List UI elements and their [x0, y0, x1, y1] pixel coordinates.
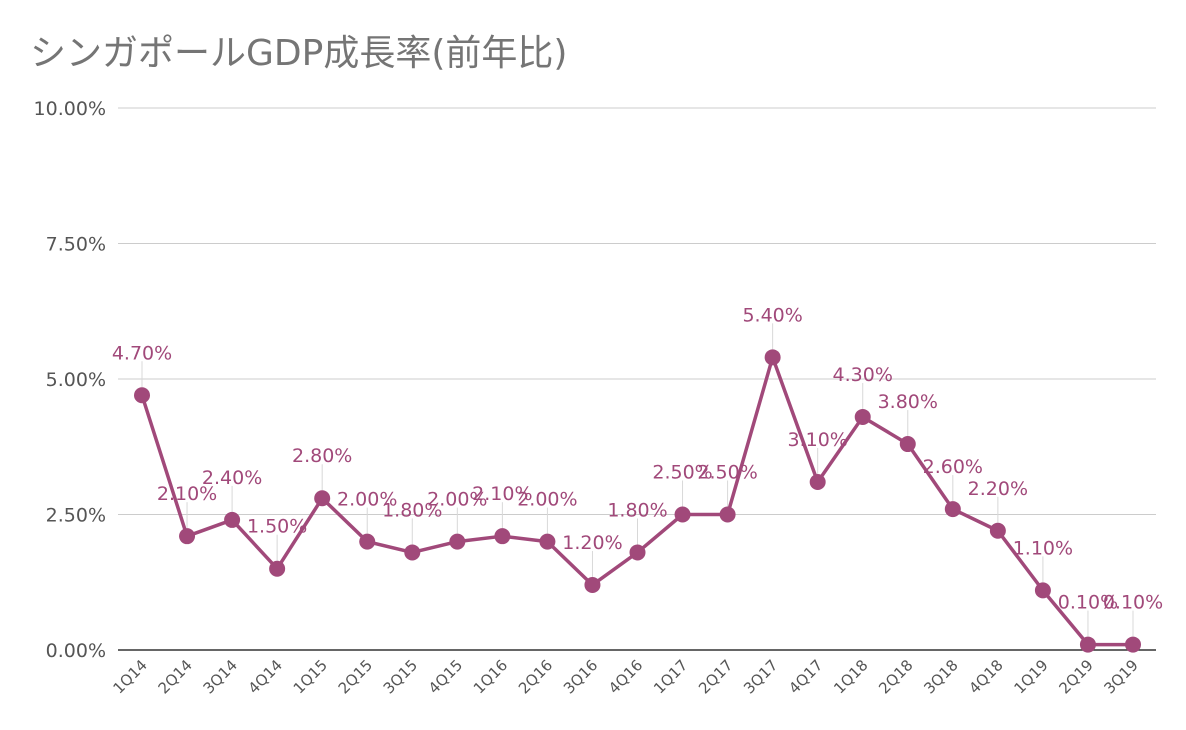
- x-tick-label: 2Q14: [155, 656, 196, 697]
- x-tick-label: 4Q14: [245, 656, 286, 697]
- data-label: 5.40%: [742, 304, 802, 326]
- data-point: [944, 501, 961, 518]
- data-point: [1034, 582, 1051, 599]
- data-point: [1125, 636, 1141, 653]
- data-label: 3.10%: [788, 429, 848, 451]
- x-tick-label: 3Q15: [380, 656, 421, 697]
- data-label: 4.30%: [833, 364, 893, 386]
- x-tick-label: 1Q16: [470, 656, 511, 697]
- x-tick-label: 1Q18: [830, 656, 871, 697]
- x-tick-label: 1Q19: [1010, 656, 1051, 697]
- data-point: [674, 506, 691, 523]
- data-label: 2.60%: [923, 456, 983, 478]
- data-point: [719, 506, 736, 523]
- data-point: [764, 349, 781, 366]
- data-point: [494, 528, 511, 545]
- data-label: 2.50%: [697, 462, 757, 484]
- data-point: [584, 576, 601, 593]
- data-label: 2.10%: [472, 483, 532, 505]
- y-tick-label: 0.00%: [46, 640, 106, 662]
- data-point: [539, 533, 556, 550]
- data-label: 1.80%: [607, 499, 667, 521]
- data-label: 4.70%: [112, 342, 172, 364]
- x-tick-label: 3Q17: [740, 656, 781, 697]
- data-label: 1.50%: [247, 516, 307, 538]
- x-tick-label: 4Q15: [425, 656, 466, 697]
- data-point: [224, 511, 241, 528]
- data-point: [449, 533, 466, 550]
- data-label: 2.00%: [427, 489, 487, 511]
- data-point: [854, 408, 871, 425]
- x-tick-label: 3Q18: [920, 656, 961, 697]
- data-label: 1.20%: [562, 532, 622, 554]
- data-label: 2.00%: [337, 489, 397, 511]
- data-point: [179, 528, 196, 545]
- x-tick-label: 2Q15: [335, 656, 376, 697]
- x-tick-label: 3Q14: [200, 656, 241, 697]
- data-point: [314, 490, 331, 507]
- x-tick-label: 4Q18: [965, 656, 1006, 697]
- data-label: 2.20%: [968, 478, 1028, 500]
- x-tick-label: 2Q19: [1055, 656, 1096, 697]
- data-label: 2.10%: [157, 483, 217, 505]
- data-label: 2.80%: [292, 445, 352, 467]
- data-point: [899, 436, 916, 453]
- data-point: [809, 473, 826, 490]
- y-tick-label: 7.50%: [46, 234, 106, 256]
- data-label: 2.50%: [652, 462, 712, 484]
- data-label: 0.10%: [1103, 592, 1163, 614]
- data-label: 1.10%: [1013, 537, 1073, 559]
- x-tick-label: 1Q17: [650, 656, 691, 697]
- y-tick-label: 2.50%: [46, 505, 106, 527]
- y-tick-label: 10.00%: [34, 98, 106, 120]
- data-point: [989, 522, 1006, 539]
- data-point: [629, 544, 646, 561]
- data-point: [1079, 636, 1096, 653]
- x-tick-label: 4Q16: [605, 656, 646, 697]
- x-tick-label: 1Q14: [110, 656, 151, 697]
- x-tick-label: 1Q15: [290, 656, 331, 697]
- data-label: 3.80%: [878, 391, 938, 413]
- data-point: [269, 560, 286, 577]
- data-label: 2.00%: [517, 489, 577, 511]
- data-label: 2.40%: [202, 467, 262, 489]
- x-tick-label: 2Q17: [695, 656, 736, 697]
- y-tick-label: 5.00%: [46, 369, 106, 391]
- x-tick-label: 4Q17: [785, 656, 826, 697]
- chart-title: シンガポールGDP成長率(前年比): [30, 33, 568, 74]
- data-label: 0.10%: [1058, 592, 1118, 614]
- x-tick-label: 3Q19: [1101, 656, 1142, 697]
- x-tick-label: 2Q18: [875, 656, 916, 697]
- data-label: 1.80%: [382, 499, 442, 521]
- data-point: [134, 387, 150, 404]
- data-point: [359, 533, 376, 550]
- x-tick-label: 2Q16: [515, 656, 556, 697]
- data-point: [404, 544, 421, 561]
- x-tick-label: 3Q16: [560, 656, 601, 697]
